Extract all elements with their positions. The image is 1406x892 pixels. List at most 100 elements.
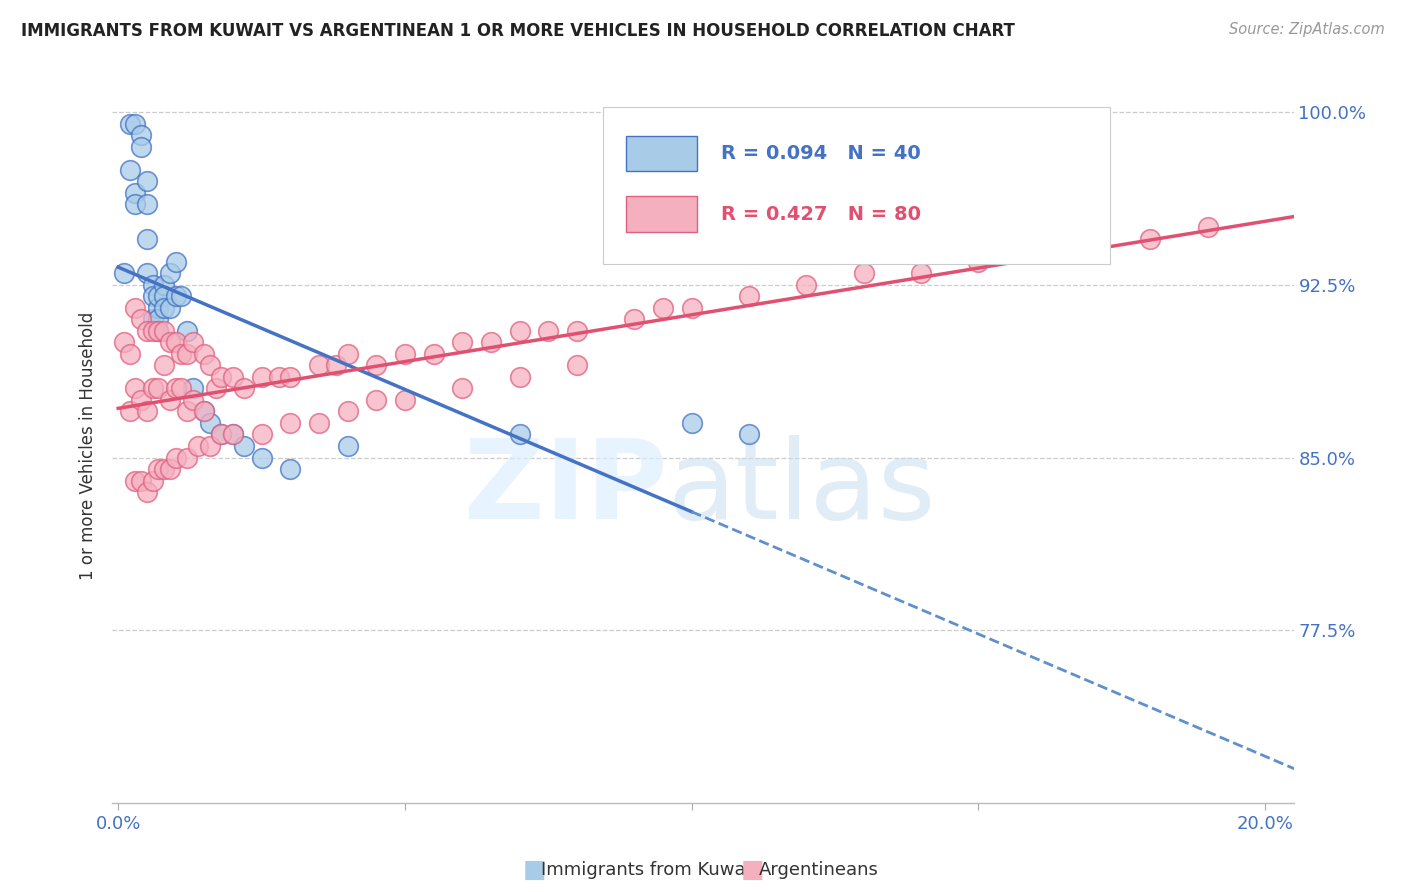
Point — [193, 404, 215, 418]
Point — [165, 450, 187, 465]
Point — [135, 485, 157, 500]
Point — [451, 335, 474, 350]
Point — [129, 392, 152, 407]
Point — [181, 392, 204, 407]
Point — [165, 255, 187, 269]
Point — [176, 324, 198, 338]
Point — [135, 174, 157, 188]
Point — [148, 312, 170, 326]
Point — [124, 117, 146, 131]
Point — [1081, 232, 1104, 246]
Point — [193, 404, 215, 418]
Text: R = 0.094   N = 40: R = 0.094 N = 40 — [721, 144, 921, 163]
Point — [159, 462, 181, 476]
Point — [852, 266, 875, 280]
Point — [394, 347, 416, 361]
Point — [142, 312, 165, 326]
Text: IMMIGRANTS FROM KUWAIT VS ARGENTINEAN 1 OR MORE VEHICLES IN HOUSEHOLD CORRELATIO: IMMIGRANTS FROM KUWAIT VS ARGENTINEAN 1 … — [21, 22, 1015, 40]
Bar — [626, 136, 697, 171]
Point — [124, 197, 146, 211]
Point — [738, 427, 761, 442]
Point — [142, 277, 165, 292]
Point — [129, 474, 152, 488]
Point — [222, 427, 245, 442]
Point — [153, 301, 176, 315]
Point — [967, 255, 990, 269]
Point — [129, 312, 152, 326]
Point — [222, 427, 245, 442]
Point — [336, 404, 359, 418]
Point — [267, 370, 290, 384]
Point — [910, 266, 932, 280]
Point — [681, 301, 703, 315]
Point — [394, 392, 416, 407]
Point — [278, 370, 301, 384]
Point — [209, 427, 232, 442]
Point — [165, 289, 187, 303]
Point — [118, 347, 141, 361]
Point — [165, 381, 187, 395]
Point — [181, 381, 204, 395]
Point — [142, 474, 165, 488]
Point — [159, 266, 181, 280]
Point — [278, 416, 301, 430]
Bar — [626, 196, 697, 232]
Point — [170, 347, 193, 361]
Point — [204, 381, 226, 395]
Point — [651, 301, 673, 315]
Point — [209, 370, 232, 384]
Point — [118, 117, 141, 131]
Point — [1139, 232, 1161, 246]
Text: Source: ZipAtlas.com: Source: ZipAtlas.com — [1229, 22, 1385, 37]
Point — [124, 186, 146, 200]
Point — [176, 347, 198, 361]
Point — [135, 232, 157, 246]
Point — [135, 404, 157, 418]
Point — [1197, 220, 1219, 235]
Point — [278, 462, 301, 476]
Point — [135, 266, 157, 280]
Point — [325, 359, 347, 373]
Point — [153, 462, 176, 476]
Point — [153, 324, 176, 338]
Point — [198, 416, 221, 430]
Point — [623, 312, 645, 326]
Point — [198, 359, 221, 373]
Point — [148, 301, 170, 315]
Point — [308, 359, 330, 373]
Point — [118, 162, 141, 177]
Point — [738, 289, 761, 303]
Point — [308, 416, 330, 430]
Text: Immigrants from Kuwait: Immigrants from Kuwait — [541, 861, 758, 879]
Point — [148, 462, 170, 476]
Point — [250, 370, 273, 384]
Point — [176, 404, 198, 418]
Text: Argentineans: Argentineans — [759, 861, 879, 879]
Point — [112, 266, 135, 280]
Point — [565, 324, 588, 338]
Point — [336, 347, 359, 361]
Point — [124, 474, 146, 488]
Point — [159, 335, 181, 350]
Point — [794, 277, 817, 292]
Point — [209, 427, 232, 442]
Point — [153, 289, 176, 303]
Point — [422, 347, 444, 361]
Point — [135, 324, 157, 338]
Point — [509, 370, 531, 384]
Point — [233, 439, 256, 453]
Point — [148, 289, 170, 303]
Point — [509, 427, 531, 442]
FancyBboxPatch shape — [603, 107, 1111, 264]
Point — [181, 335, 204, 350]
Point — [159, 301, 181, 315]
Text: atlas: atlas — [668, 435, 936, 542]
Point — [129, 140, 152, 154]
Text: ZIP: ZIP — [464, 435, 668, 542]
Point — [170, 289, 193, 303]
Point — [153, 277, 176, 292]
Point — [142, 289, 165, 303]
Point — [681, 416, 703, 430]
Point — [565, 359, 588, 373]
Point — [142, 324, 165, 338]
